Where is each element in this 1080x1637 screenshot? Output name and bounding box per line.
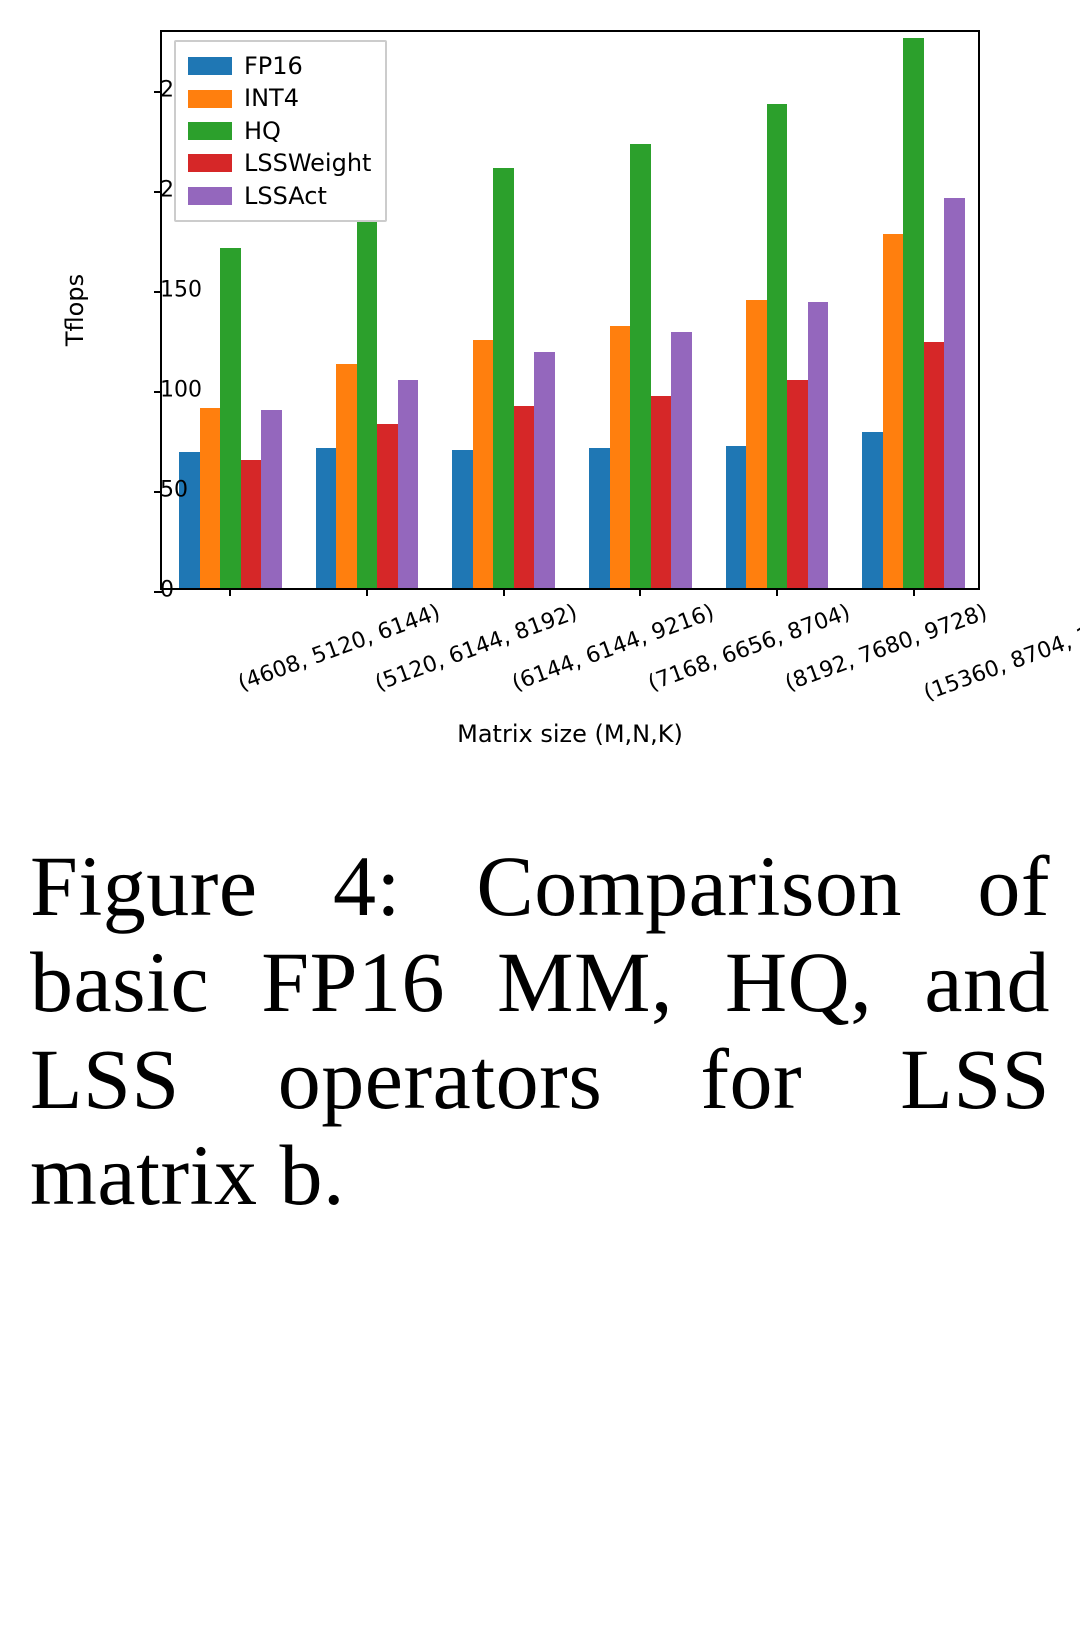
bar <box>589 448 610 588</box>
bar <box>671 332 692 588</box>
bar <box>514 406 535 588</box>
bar <box>357 194 378 588</box>
legend-item: LSSWeight <box>188 147 371 179</box>
legend-swatch <box>188 154 232 172</box>
legend-item: HQ <box>188 115 371 147</box>
bar <box>808 302 829 588</box>
legend-swatch <box>188 57 232 75</box>
legend-item: LSSAct <box>188 180 371 212</box>
legend-item: INT4 <box>188 82 371 114</box>
bar <box>746 300 767 588</box>
bar <box>398 380 419 588</box>
bar <box>651 396 672 588</box>
bar <box>179 452 200 588</box>
bar <box>726 446 747 588</box>
xtick-mark <box>229 588 231 596</box>
bar <box>316 448 337 588</box>
figure-page: FP16INT4HQLSSWeightLSSAct Tflops 0 50 100 1… <box>0 0 1080 1263</box>
xtick-mark <box>366 588 368 596</box>
legend: FP16INT4HQLSSWeightLSSAct <box>174 40 387 222</box>
bar <box>787 380 808 588</box>
legend-swatch <box>188 122 232 140</box>
bar <box>452 450 473 588</box>
legend-label: INT4 <box>244 82 299 114</box>
legend-swatch <box>188 90 232 108</box>
bar <box>883 234 904 588</box>
xtick-mark <box>776 588 778 596</box>
bar <box>493 168 514 588</box>
plot-area: FP16INT4HQLSSWeightLSSAct <box>160 30 980 590</box>
y-axis-label: Tflops <box>61 274 89 346</box>
ytick-label: 250 <box>160 78 170 103</box>
bar <box>630 144 651 588</box>
bar <box>903 38 924 588</box>
bar <box>261 410 282 588</box>
bar <box>610 326 631 588</box>
bar <box>200 408 221 588</box>
bar <box>336 364 357 588</box>
ytick-label: 0 <box>160 578 170 603</box>
bar <box>220 248 241 588</box>
bar <box>924 342 945 588</box>
chart-axes: FP16INT4HQLSSWeightLSSAct Tflops 0 50 100 1… <box>30 20 1020 750</box>
legend-label: FP16 <box>244 50 303 82</box>
xtick-mark <box>639 588 641 596</box>
xtick-mark <box>503 588 505 596</box>
ytick-label: 150 <box>160 278 170 303</box>
ytick-label: 100 <box>160 378 170 403</box>
legend-item: FP16 <box>188 50 371 82</box>
bar <box>473 340 494 588</box>
bar <box>862 432 883 588</box>
chart-container: FP16INT4HQLSSWeightLSSAct Tflops 0 50 100 1… <box>30 20 1050 748</box>
figure-caption: Figure 4: Comparison of basic FP16 MM, H… <box>30 838 1050 1223</box>
legend-label: LSSAct <box>244 180 327 212</box>
bar <box>534 352 555 588</box>
bar <box>767 104 788 588</box>
bar <box>241 460 262 588</box>
bar <box>944 198 965 588</box>
legend-label: LSSWeight <box>244 147 371 179</box>
bar <box>377 424 398 588</box>
legend-label: HQ <box>244 115 281 147</box>
xtick-mark <box>913 588 915 596</box>
ytick-label: 200 <box>160 178 170 203</box>
ytick-label: 50 <box>160 478 170 503</box>
legend-swatch <box>188 187 232 205</box>
